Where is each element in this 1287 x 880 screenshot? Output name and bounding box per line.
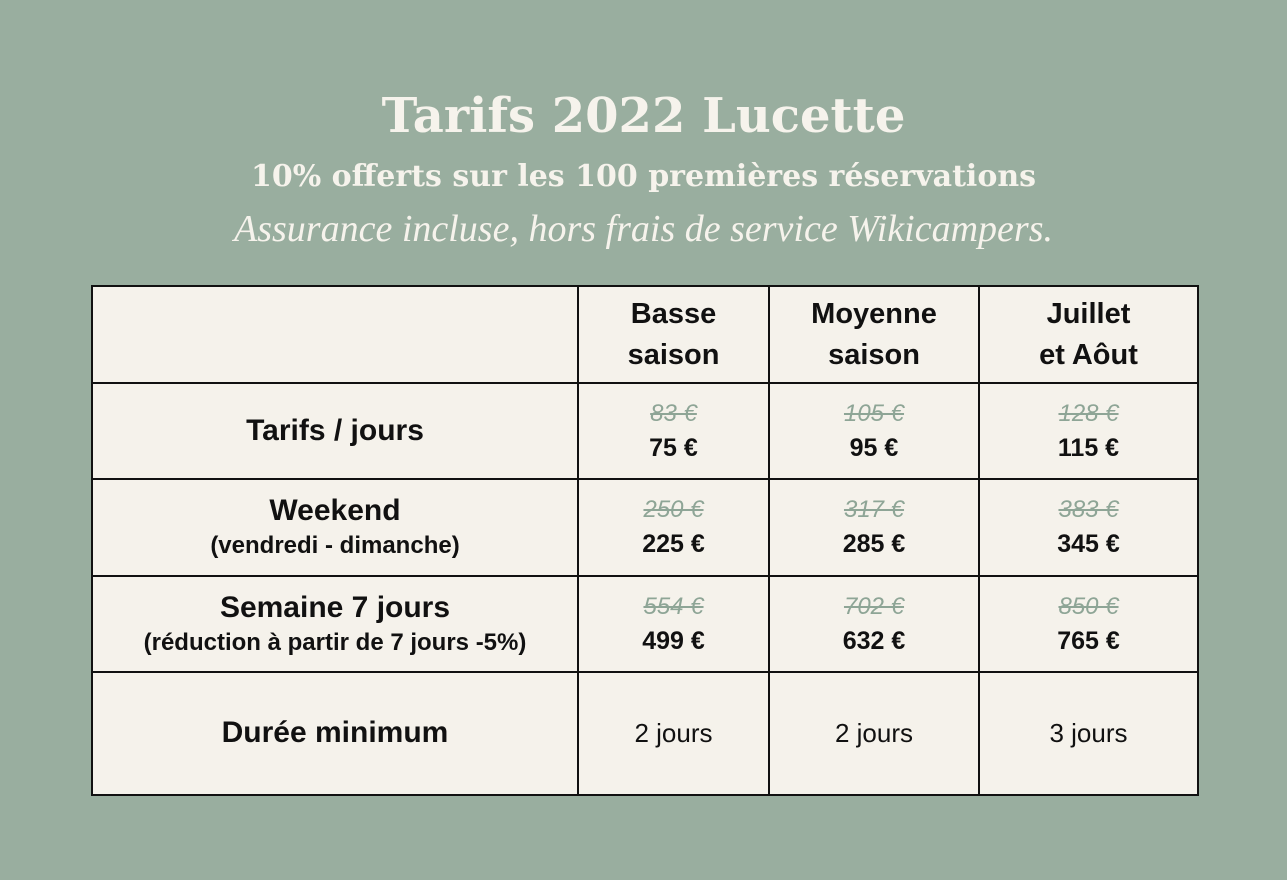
price-cell: 128 € 115 €	[978, 382, 1199, 481]
min-duration-cell: 2 jours	[577, 670, 770, 797]
price-cell: 317 € 285 €	[768, 478, 980, 577]
min-duration-value: 2 jours	[634, 717, 713, 748]
table-row-weekend: Weekend (vendredi - dimanche) 250 € 225 …	[91, 478, 1199, 577]
promo-subtitle: 10% offerts sur les 100 premières réserv…	[250, 159, 1037, 194]
column-label-line2: saison	[627, 338, 720, 371]
column-label-line1: Moyenne	[811, 297, 937, 330]
price-cell: 83 € 75 €	[577, 382, 770, 481]
price-cell: 554 € 499 €	[577, 574, 770, 673]
price-table: Basse saison Moyenne saison Juillet et A…	[91, 284, 1199, 797]
new-price: 75 €	[649, 434, 698, 463]
row-title: Durée minimum	[221, 716, 449, 750]
old-price: 317 €	[843, 496, 905, 524]
new-price: 115 €	[1057, 434, 1120, 463]
old-price: 105 €	[843, 400, 905, 428]
min-duration-cell: 2 jours	[768, 670, 980, 797]
new-price: 345 €	[1057, 530, 1120, 559]
row-title: Tarifs / jours	[246, 414, 424, 448]
column-label-line1: Juillet	[1046, 297, 1131, 330]
price-cell: 250 € 225 €	[577, 478, 770, 577]
new-price: 285 €	[842, 530, 906, 559]
new-price: 632 €	[842, 626, 906, 655]
row-label-cell: Semaine 7 jours (réduction à partir de 7…	[91, 574, 579, 673]
price-cell: 702 € 632 €	[768, 574, 980, 673]
row-subtitle: (réduction à partir de 7 jours -5%)	[143, 628, 527, 656]
old-price: 383 €	[1058, 496, 1119, 524]
row-title: Semaine 7 jours	[219, 590, 451, 624]
header-empty-cell	[91, 284, 579, 385]
header-moyenne-saison: Moyenne saison	[768, 284, 980, 385]
price-cell: 850 € 765 €	[978, 574, 1199, 673]
table-row-tarifs-jours: Tarifs / jours 83 € 75 € 105 € 95 € 128 …	[91, 382, 1199, 481]
old-price: 250 €	[643, 496, 704, 524]
header-juillet-aout: Juillet et Aôut	[978, 284, 1199, 385]
row-label-cell: Weekend (vendredi - dimanche)	[91, 478, 579, 577]
old-price: 702 €	[843, 592, 905, 620]
column-label-line2: et Aôut	[1039, 338, 1138, 371]
old-price: 83 €	[650, 400, 697, 428]
header-basse-saison: Basse saison	[577, 284, 770, 385]
new-price: 225 €	[642, 530, 705, 559]
min-duration-value: 2 jours	[834, 717, 914, 748]
min-duration-value: 3 jours	[1049, 717, 1128, 748]
old-price: 850 €	[1058, 592, 1119, 620]
insurance-note: Assurance incluse, hors frais de service…	[234, 208, 1053, 250]
price-cell: 105 € 95 €	[768, 382, 980, 481]
table-row-duree-minimum: Durée minimum 2 jours 2 jours 3 jours	[91, 670, 1199, 797]
column-label-line2: saison	[828, 338, 920, 371]
table-header-row: Basse saison Moyenne saison Juillet et A…	[91, 284, 1199, 385]
column-label-line1: Basse	[630, 297, 717, 330]
new-price: 765 €	[1057, 626, 1120, 655]
min-duration-cell: 3 jours	[978, 670, 1199, 797]
row-title: Weekend	[269, 494, 401, 528]
page-title: Tarifs 2022 Lucette	[381, 88, 906, 144]
old-price: 128 €	[1058, 400, 1119, 428]
row-label-cell: Durée minimum	[91, 670, 579, 797]
new-price: 499 €	[642, 626, 705, 655]
old-price: 554 €	[643, 592, 704, 620]
table-row-semaine: Semaine 7 jours (réduction à partir de 7…	[91, 574, 1199, 673]
new-price: 95 €	[849, 434, 899, 463]
price-cell: 383 € 345 €	[978, 478, 1199, 577]
row-label-cell: Tarifs / jours	[91, 382, 579, 481]
row-subtitle: (vendredi - dimanche)	[210, 532, 460, 560]
